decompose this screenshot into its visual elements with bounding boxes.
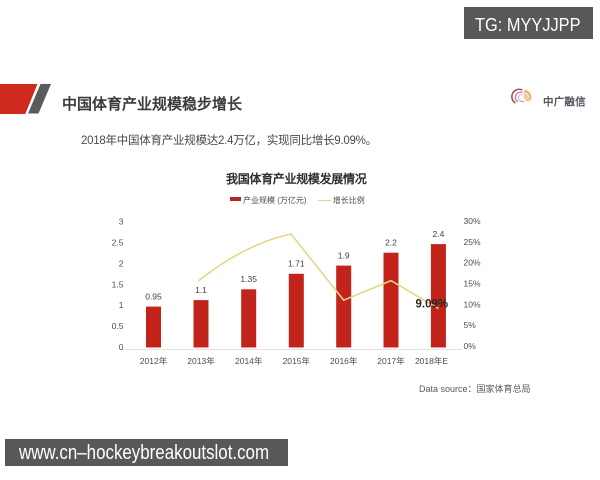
svg-text:1.71: 1.71 bbox=[288, 259, 305, 269]
svg-text:2013年: 2013年 bbox=[187, 356, 215, 366]
svg-text:2012年: 2012年 bbox=[140, 356, 168, 366]
svg-text:0: 0 bbox=[119, 342, 124, 352]
svg-text:3: 3 bbox=[119, 217, 124, 227]
svg-text:9.09%: 9.09% bbox=[416, 298, 449, 310]
svg-text:1.1: 1.1 bbox=[195, 285, 207, 295]
svg-text:20%: 20% bbox=[464, 258, 481, 268]
svg-text:0.95: 0.95 bbox=[145, 291, 162, 301]
svg-text:15%: 15% bbox=[464, 279, 481, 289]
svg-text:25%: 25% bbox=[464, 237, 481, 247]
svg-text:5%: 5% bbox=[464, 320, 477, 330]
svg-text:1.35: 1.35 bbox=[240, 274, 257, 284]
svg-text:0%: 0% bbox=[464, 341, 477, 351]
svg-text:1: 1 bbox=[119, 300, 124, 310]
svg-text:10%: 10% bbox=[464, 299, 481, 309]
svg-text:2.2: 2.2 bbox=[385, 238, 397, 248]
svg-text:2017年: 2017年 bbox=[377, 356, 405, 366]
svg-text:30%: 30% bbox=[464, 216, 481, 226]
svg-text:2: 2 bbox=[119, 258, 124, 268]
svg-text:1.9: 1.9 bbox=[338, 250, 350, 260]
svg-text:0.5: 0.5 bbox=[112, 321, 124, 331]
svg-text:1.5: 1.5 bbox=[112, 279, 124, 289]
svg-text:2018年E: 2018年E bbox=[415, 356, 448, 366]
svg-text:2014年: 2014年 bbox=[235, 356, 263, 366]
svg-text:2.4: 2.4 bbox=[432, 229, 444, 239]
svg-text:2016年: 2016年 bbox=[330, 356, 358, 366]
svg-text:2015年: 2015年 bbox=[283, 356, 311, 366]
svg-text:2.5: 2.5 bbox=[112, 238, 124, 248]
